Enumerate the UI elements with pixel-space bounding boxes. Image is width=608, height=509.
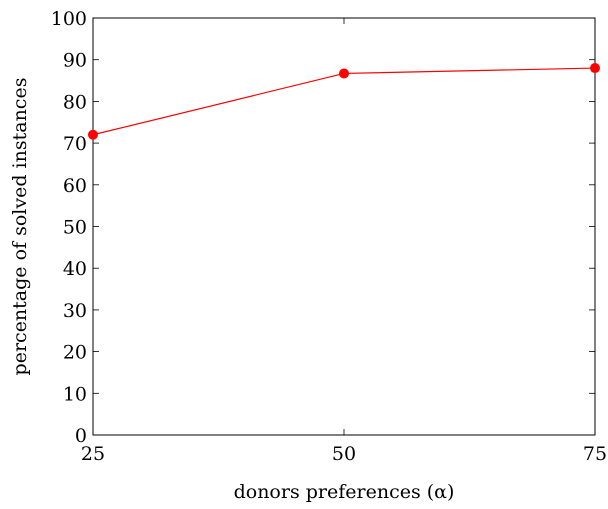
data-point [88,129,98,140]
y-tick-label: 0 [75,425,87,447]
x-axis-ticks: 25 50 75 [81,18,607,465]
y-tick-label: 60 [63,175,87,197]
y-axis-ticks: 0 10 20 30 40 50 60 70 80 90 100 [51,8,595,447]
x-axis-label: donors preferences (α) [234,481,455,503]
x-tick-label: 50 [332,443,356,465]
series-layer [88,63,600,140]
y-axis-label: percentage of solved instances [9,78,31,376]
y-tick-label: 90 [63,50,87,72]
data-point [590,63,600,74]
x-tick-label: 75 [583,443,607,465]
y-tick-label: 100 [51,8,87,30]
y-tick-label: 10 [63,383,87,405]
y-tick-label: 50 [63,217,87,239]
y-tick-label: 70 [63,133,87,155]
data-point [339,68,349,79]
y-tick-label: 80 [63,91,87,113]
x-tick-label: 25 [81,443,105,465]
y-tick-label: 40 [63,258,87,280]
y-tick-label: 30 [63,300,87,322]
plot-area-frame [92,17,596,436]
y-tick-label: 20 [63,342,87,364]
